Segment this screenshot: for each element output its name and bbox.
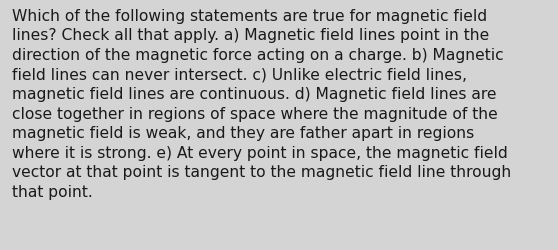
Text: Which of the following statements are true for magnetic field
lines? Check all t: Which of the following statements are tr… [12,9,512,199]
